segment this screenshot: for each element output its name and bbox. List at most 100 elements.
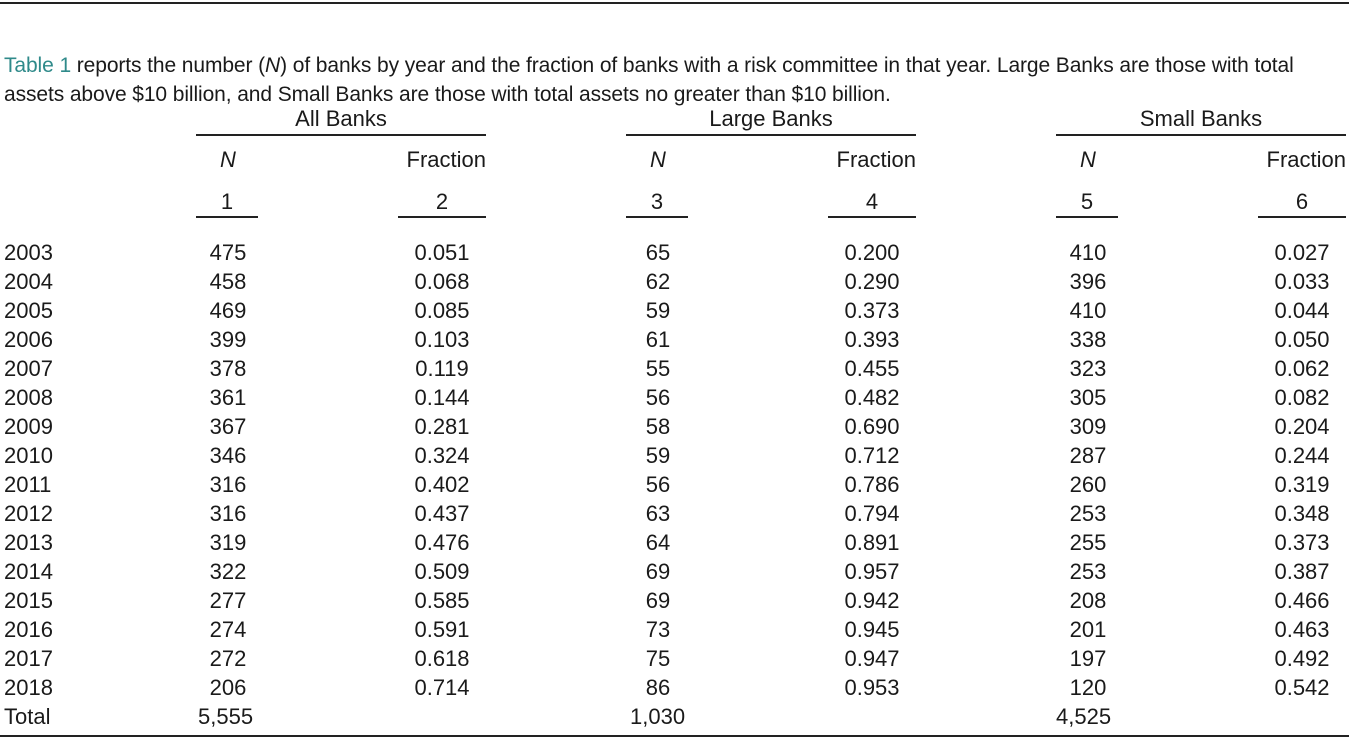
total-large-n: 1,030 — [630, 704, 686, 729]
table-row: 2008 361 0.144 56 0.482 305 0.082 — [0, 385, 1349, 414]
small-fraction-cell: 0.466 — [1274, 588, 1330, 613]
column-number-2: 2 — [435, 189, 449, 214]
large-n-cell: 63 — [645, 501, 671, 526]
small-fraction-cell: 0.244 — [1274, 443, 1330, 468]
small-n-cell: 287 — [1069, 443, 1107, 468]
all-n-cell: 206 — [209, 675, 247, 700]
table-row: 2007 378 0.119 55 0.455 323 0.062 — [0, 356, 1349, 385]
large-n-cell: 73 — [645, 617, 671, 642]
subheader-n-small: N — [1080, 147, 1096, 172]
small-fraction-cell: 0.033 — [1274, 269, 1330, 294]
year-cell: 2016 — [4, 617, 53, 642]
column-number-5: 5 — [1080, 189, 1094, 214]
small-fraction-cell: 0.204 — [1274, 414, 1330, 439]
year-cell: 2013 — [4, 530, 53, 555]
all-n-cell: 316 — [209, 472, 247, 497]
group-rule-small-banks — [1056, 134, 1346, 136]
column-number-1: 1 — [220, 189, 234, 214]
table-top-rule — [0, 2, 1349, 4]
large-fraction-cell: 0.712 — [844, 443, 900, 468]
large-n-cell: 69 — [645, 588, 671, 613]
all-n-cell: 322 — [209, 559, 247, 584]
year-cell: 2003 — [4, 240, 53, 265]
small-fraction-cell: 0.319 — [1274, 472, 1330, 497]
large-n-cell: 55 — [645, 356, 671, 381]
all-fraction-cell: 0.103 — [414, 327, 470, 352]
table-caption: Table 1 reports the number (N) of banks … — [4, 51, 1349, 109]
table-row: 2010 346 0.324 59 0.712 287 0.244 — [0, 443, 1349, 472]
table-row: 2017 272 0.618 75 0.947 197 0.492 — [0, 646, 1349, 675]
year-cell: 2015 — [4, 588, 53, 613]
all-fraction-cell: 0.591 — [414, 617, 470, 642]
year-cell: 2009 — [4, 414, 53, 439]
all-n-cell: 272 — [209, 646, 247, 671]
caption-text-b: ) of banks by year and the fraction of b… — [4, 54, 1294, 106]
small-n-cell: 255 — [1069, 530, 1107, 555]
small-n-cell: 338 — [1069, 327, 1107, 352]
large-fraction-cell: 0.957 — [844, 559, 900, 584]
small-fraction-cell: 0.044 — [1274, 298, 1330, 323]
small-n-cell: 120 — [1069, 675, 1107, 700]
large-fraction-cell: 0.786 — [844, 472, 900, 497]
large-n-cell: 58 — [645, 414, 671, 439]
all-n-cell: 469 — [209, 298, 247, 323]
table-row: 2011 316 0.402 56 0.786 260 0.319 — [0, 472, 1349, 501]
large-n-cell: 62 — [645, 269, 671, 294]
column-number-4: 4 — [865, 189, 879, 214]
table-row: 2003 475 0.051 65 0.200 410 0.027 — [0, 240, 1349, 269]
all-fraction-cell: 0.585 — [414, 588, 470, 613]
all-fraction-cell: 0.051 — [414, 240, 470, 265]
large-fraction-cell: 0.482 — [844, 385, 900, 410]
large-fraction-cell: 0.290 — [844, 269, 900, 294]
all-fraction-cell: 0.324 — [414, 443, 470, 468]
all-n-cell: 367 — [209, 414, 247, 439]
group-header-small-banks: Small Banks — [1139, 106, 1263, 131]
small-fraction-cell: 0.062 — [1274, 356, 1330, 381]
caption-n-symbol: N — [265, 54, 281, 77]
large-fraction-cell: 0.200 — [844, 240, 900, 265]
group-header-large-banks: Large Banks — [709, 106, 833, 131]
total-all-n: 5,555 — [198, 704, 254, 729]
all-n-cell: 316 — [209, 501, 247, 526]
group-rule-all-banks — [196, 134, 486, 136]
large-fraction-cell: 0.942 — [844, 588, 900, 613]
year-cell: 2008 — [4, 385, 53, 410]
large-fraction-cell: 0.891 — [844, 530, 900, 555]
small-fraction-cell: 0.027 — [1274, 240, 1330, 265]
column-rule-3 — [626, 216, 688, 218]
year-cell: 2005 — [4, 298, 53, 323]
year-cell: 2007 — [4, 356, 53, 381]
large-n-cell: 61 — [645, 327, 671, 352]
large-fraction-cell: 0.455 — [844, 356, 900, 381]
large-n-cell: 64 — [645, 530, 671, 555]
small-fraction-cell: 0.373 — [1274, 530, 1330, 555]
year-cell: 2012 — [4, 501, 53, 526]
table-bottom-rule — [0, 735, 1349, 737]
table-row: 2018 206 0.714 86 0.953 120 0.542 — [0, 675, 1349, 704]
small-n-cell: 260 — [1069, 472, 1107, 497]
all-n-cell: 458 — [209, 269, 247, 294]
year-cell: 2011 — [4, 472, 52, 497]
all-fraction-cell: 0.119 — [415, 356, 469, 381]
small-fraction-cell: 0.348 — [1274, 501, 1330, 526]
all-n-cell: 361 — [209, 385, 247, 410]
small-n-cell: 253 — [1069, 559, 1107, 584]
all-fraction-cell: 0.509 — [414, 559, 470, 584]
column-rule-5 — [1056, 216, 1118, 218]
table-row: 2006 399 0.103 61 0.393 338 0.050 — [0, 327, 1349, 356]
small-fraction-cell: 0.082 — [1274, 385, 1330, 410]
column-rule-6 — [1258, 216, 1346, 218]
all-fraction-cell: 0.618 — [414, 646, 470, 671]
small-n-cell: 208 — [1069, 588, 1107, 613]
all-fraction-cell: 0.476 — [414, 530, 470, 555]
small-fraction-cell: 0.492 — [1274, 646, 1330, 671]
small-n-cell: 201 — [1069, 617, 1107, 642]
large-fraction-cell: 0.953 — [844, 675, 900, 700]
table-row: 2009 367 0.281 58 0.690 309 0.204 — [0, 414, 1349, 443]
table-reference-link[interactable]: Table 1 — [4, 54, 72, 77]
group-header-all-banks: All Banks — [295, 106, 387, 131]
large-n-cell: 75 — [645, 646, 671, 671]
small-fraction-cell: 0.387 — [1274, 559, 1330, 584]
all-n-cell: 346 — [209, 443, 247, 468]
subheader-fraction-all: Fraction — [406, 147, 486, 172]
